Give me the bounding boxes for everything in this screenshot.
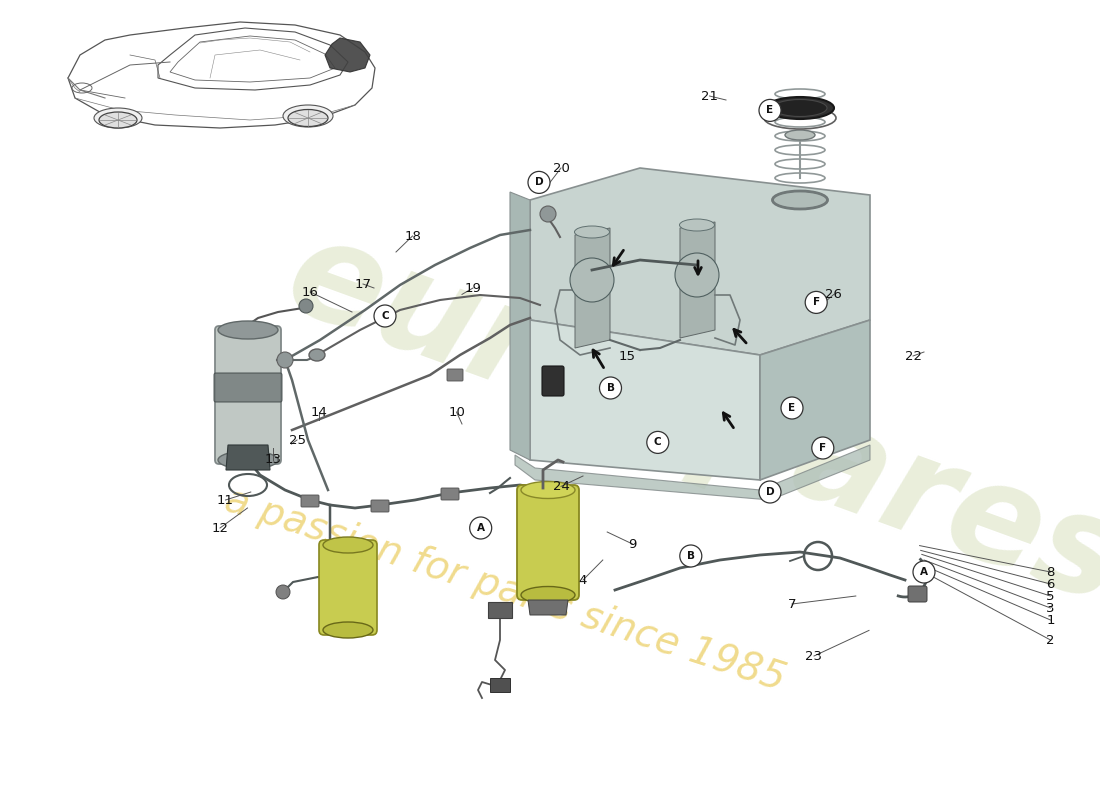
Text: A: A — [920, 567, 928, 577]
Ellipse shape — [323, 537, 373, 553]
Circle shape — [600, 377, 621, 399]
Ellipse shape — [772, 191, 827, 209]
Ellipse shape — [574, 226, 609, 238]
Ellipse shape — [288, 110, 328, 126]
Polygon shape — [226, 445, 270, 470]
Text: 17: 17 — [354, 278, 372, 290]
Polygon shape — [760, 320, 870, 480]
Circle shape — [913, 561, 935, 583]
Circle shape — [759, 99, 781, 122]
Text: 3: 3 — [1046, 602, 1055, 614]
Text: C: C — [654, 438, 661, 447]
Polygon shape — [575, 228, 611, 348]
Circle shape — [781, 397, 803, 419]
Text: a passion for parts since 1985: a passion for parts since 1985 — [220, 482, 790, 698]
Text: 20: 20 — [552, 162, 570, 174]
Circle shape — [680, 545, 702, 567]
Text: F: F — [820, 443, 826, 453]
Polygon shape — [530, 320, 760, 480]
Circle shape — [570, 258, 614, 302]
FancyBboxPatch shape — [542, 366, 564, 396]
Text: E: E — [767, 106, 773, 115]
Ellipse shape — [218, 451, 278, 469]
Text: 4: 4 — [579, 574, 587, 586]
Ellipse shape — [766, 97, 834, 119]
Polygon shape — [530, 168, 870, 355]
Ellipse shape — [785, 130, 815, 140]
Text: 23: 23 — [805, 650, 823, 662]
Polygon shape — [510, 192, 530, 460]
Circle shape — [374, 305, 396, 327]
Text: D: D — [766, 487, 774, 497]
Ellipse shape — [521, 586, 575, 603]
Polygon shape — [488, 602, 512, 618]
Text: eurospares: eurospares — [270, 206, 1100, 634]
Circle shape — [528, 171, 550, 194]
Ellipse shape — [309, 349, 324, 361]
Circle shape — [470, 517, 492, 539]
Ellipse shape — [323, 622, 373, 638]
Polygon shape — [680, 222, 715, 338]
Text: D: D — [535, 178, 543, 187]
Text: 5: 5 — [1046, 590, 1055, 602]
Text: 6: 6 — [1046, 578, 1055, 590]
Polygon shape — [515, 445, 870, 500]
FancyBboxPatch shape — [319, 540, 377, 635]
Polygon shape — [490, 678, 510, 692]
Text: 19: 19 — [464, 282, 482, 294]
Text: 7: 7 — [788, 598, 796, 610]
Text: 18: 18 — [404, 230, 421, 242]
Ellipse shape — [99, 112, 138, 128]
Text: B: B — [606, 383, 615, 393]
Circle shape — [675, 253, 719, 297]
Text: A: A — [476, 523, 485, 533]
Text: 11: 11 — [217, 494, 234, 506]
Text: 16: 16 — [301, 286, 319, 298]
Ellipse shape — [283, 105, 333, 127]
Text: E: E — [789, 403, 795, 413]
FancyBboxPatch shape — [371, 500, 389, 512]
Circle shape — [759, 481, 781, 503]
Text: C: C — [382, 311, 388, 321]
Circle shape — [299, 299, 314, 313]
Text: 2: 2 — [1046, 634, 1055, 646]
Circle shape — [647, 431, 669, 454]
Polygon shape — [324, 38, 370, 72]
Polygon shape — [528, 600, 568, 615]
Circle shape — [812, 437, 834, 459]
FancyBboxPatch shape — [517, 485, 579, 600]
Text: 13: 13 — [264, 454, 282, 466]
Text: 12: 12 — [211, 522, 229, 534]
FancyBboxPatch shape — [908, 586, 927, 602]
FancyBboxPatch shape — [214, 326, 280, 464]
Ellipse shape — [218, 321, 278, 339]
Ellipse shape — [773, 99, 827, 117]
Text: 22: 22 — [904, 350, 922, 362]
Text: 14: 14 — [310, 406, 328, 418]
Text: 26: 26 — [825, 288, 843, 301]
FancyBboxPatch shape — [301, 495, 319, 507]
Ellipse shape — [521, 482, 575, 498]
Circle shape — [805, 291, 827, 314]
FancyBboxPatch shape — [214, 373, 282, 402]
Circle shape — [277, 352, 293, 368]
Text: 15: 15 — [618, 350, 636, 362]
FancyBboxPatch shape — [441, 488, 459, 500]
Text: 9: 9 — [628, 538, 637, 550]
Text: 25: 25 — [288, 434, 306, 446]
FancyBboxPatch shape — [447, 369, 463, 381]
Circle shape — [276, 585, 290, 599]
Text: 1: 1 — [1046, 614, 1055, 626]
Text: 10: 10 — [448, 406, 465, 418]
Circle shape — [540, 206, 556, 222]
Ellipse shape — [680, 219, 715, 231]
Text: 8: 8 — [1046, 566, 1055, 578]
Text: B: B — [686, 551, 695, 561]
Text: 24: 24 — [552, 480, 570, 493]
Ellipse shape — [94, 108, 142, 128]
Text: F: F — [813, 298, 820, 307]
Text: 21: 21 — [701, 90, 718, 102]
